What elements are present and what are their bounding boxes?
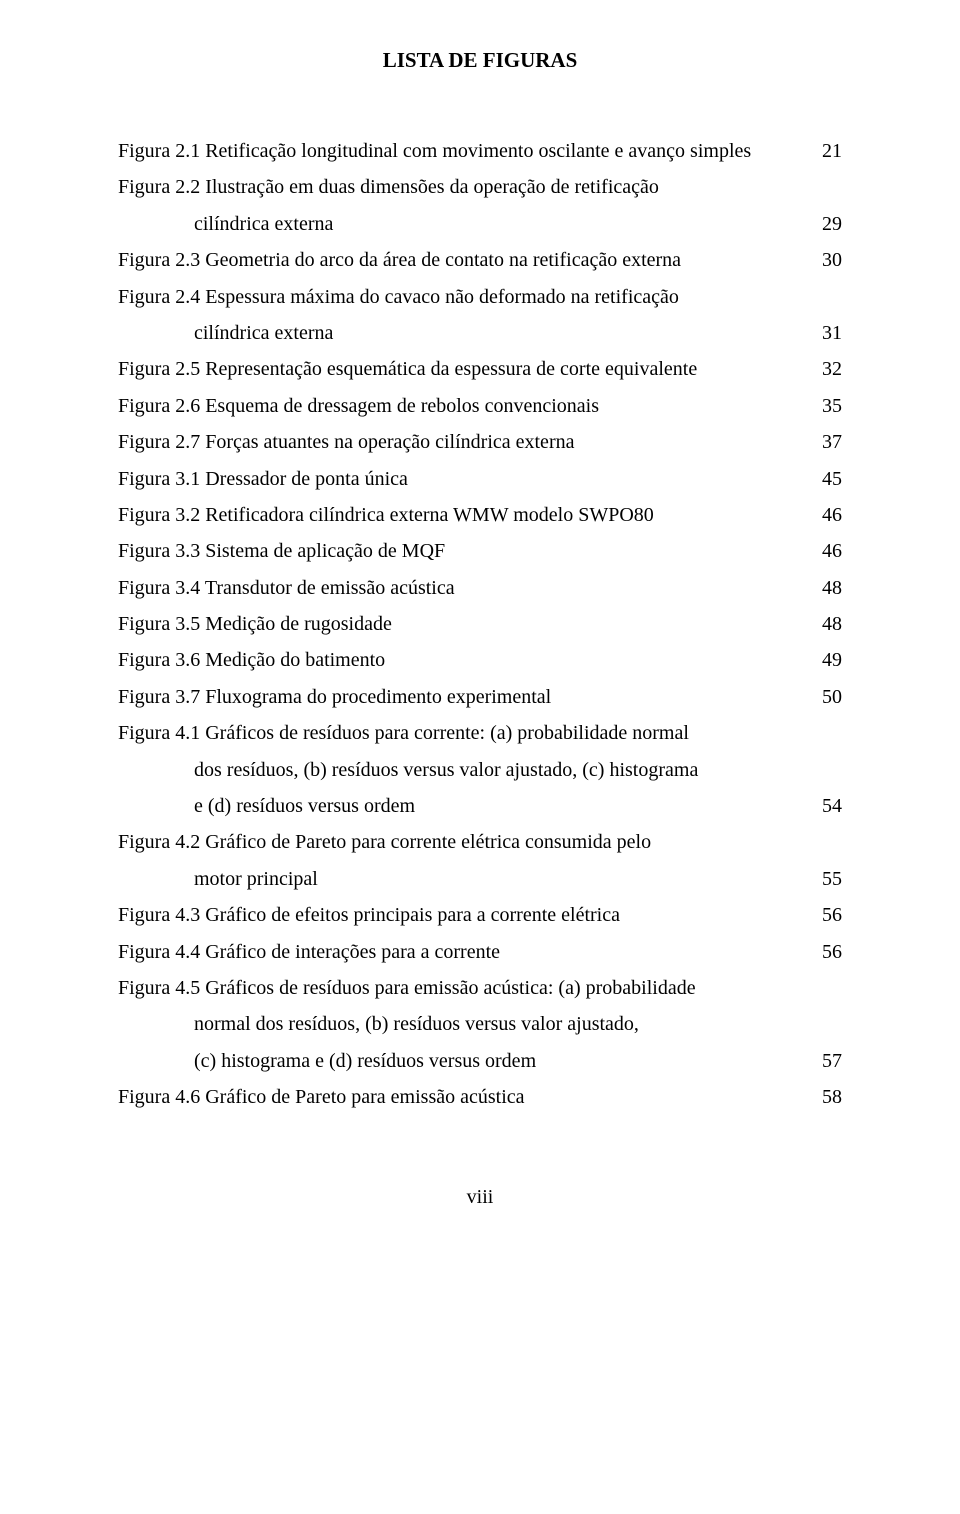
list-item-page: 57	[814, 1043, 842, 1079]
list-item-text: (c) histograma e (d) resíduos versus ord…	[118, 1043, 814, 1079]
page-number-footer: viii	[118, 1186, 842, 1239]
list-item-line: Figura 3.2 Retificadora cilíndrica exter…	[118, 497, 842, 533]
list-item-page: 48	[814, 570, 842, 606]
list-item-page: 56	[814, 897, 842, 933]
list-item-line: Figura 4.5 Gráficos de resíduos para emi…	[118, 970, 842, 1006]
list-item-text: Figura 4.1 Gráficos de resíduos para cor…	[118, 715, 842, 751]
list-item-text: Figura 3.7 Fluxograma do procedimento ex…	[118, 679, 814, 715]
list-item-text: Figura 4.5 Gráficos de resíduos para emi…	[118, 970, 842, 1006]
list-item-page: 30	[814, 242, 842, 278]
list-item-line: Figura 2.2 Ilustração em duas dimensões …	[118, 169, 842, 205]
figures-list: Figura 2.1 Retificação longitudinal com …	[118, 133, 842, 1116]
list-item-page: 49	[814, 642, 842, 678]
list-item: Figura 3.4 Transdutor de emissão acústic…	[118, 570, 842, 606]
list-item-line: Figura 3.4 Transdutor de emissão acústic…	[118, 570, 842, 606]
list-item-text: Figura 2.7 Forças atuantes na operação c…	[118, 424, 814, 460]
page-title: LISTA DE FIGURAS	[118, 48, 842, 73]
list-item-text: Figura 3.4 Transdutor de emissão acústic…	[118, 570, 814, 606]
list-item-line: cilíndrica externa29	[118, 206, 842, 242]
list-item-page: 45	[814, 461, 842, 497]
list-item-text: Figura 2.2 Ilustração em duas dimensões …	[118, 169, 842, 205]
list-item: Figura 4.6 Gráfico de Pareto para emissã…	[118, 1079, 842, 1115]
list-item-page: 58	[814, 1079, 842, 1115]
list-item: Figura 2.3 Geometria do arco da área de …	[118, 242, 842, 278]
list-item-text: cilíndrica externa	[118, 206, 814, 242]
list-item-line: Figura 2.5 Representação esquemática da …	[118, 351, 842, 387]
list-item: Figura 4.5 Gráficos de resíduos para emi…	[118, 970, 842, 1079]
list-item-line: normal dos resíduos, (b) resíduos versus…	[118, 1006, 842, 1042]
list-item-line: Figura 3.7 Fluxograma do procedimento ex…	[118, 679, 842, 715]
list-item-text: Figura 3.5 Medição de rugosidade	[118, 606, 814, 642]
list-item-line: Figura 4.6 Gráfico de Pareto para emissã…	[118, 1079, 842, 1115]
list-item-line: dos resíduos, (b) resíduos versus valor …	[118, 752, 842, 788]
list-item-page: 31	[814, 315, 842, 351]
list-item-line: Figura 4.4 Gráfico de interações para a …	[118, 934, 842, 970]
list-item-line: Figura 3.3 Sistema de aplicação de MQF46	[118, 533, 842, 569]
list-item: Figura 3.7 Fluxograma do procedimento ex…	[118, 679, 842, 715]
list-item-line: cilíndrica externa31	[118, 315, 842, 351]
list-item-text: normal dos resíduos, (b) resíduos versus…	[118, 1006, 842, 1042]
list-item-line: Figura 2.3 Geometria do arco da área de …	[118, 242, 842, 278]
list-item-text: Figura 3.2 Retificadora cilíndrica exter…	[118, 497, 814, 533]
list-item-line: Figura 2.6 Esquema de dressagem de rebol…	[118, 388, 842, 424]
list-item: Figura 3.3 Sistema de aplicação de MQF46	[118, 533, 842, 569]
list-item-line: Figura 4.1 Gráficos de resíduos para cor…	[118, 715, 842, 751]
list-item-page: 56	[814, 934, 842, 970]
list-item-line: Figura 4.3 Gráfico de efeitos principais…	[118, 897, 842, 933]
list-item: Figura 4.4 Gráfico de interações para a …	[118, 934, 842, 970]
list-item-line: Figura 3.5 Medição de rugosidade48	[118, 606, 842, 642]
list-item: Figura 4.1 Gráficos de resíduos para cor…	[118, 715, 842, 824]
list-item-line: motor principal55	[118, 861, 842, 897]
list-item-text: Figura 3.6 Medição do batimento	[118, 642, 814, 678]
list-item: Figura 3.2 Retificadora cilíndrica exter…	[118, 497, 842, 533]
list-item-text: cilíndrica externa	[118, 315, 814, 351]
list-item-line: Figura 3.6 Medição do batimento49	[118, 642, 842, 678]
list-item: Figura 2.5 Representação esquemática da …	[118, 351, 842, 387]
list-item: Figura 3.5 Medição de rugosidade48	[118, 606, 842, 642]
list-item-text: Figura 4.4 Gráfico de interações para a …	[118, 934, 814, 970]
list-item-line: Figura 3.1 Dressador de ponta única45	[118, 461, 842, 497]
list-item: Figura 2.7 Forças atuantes na operação c…	[118, 424, 842, 460]
list-item-text: Figura 2.4 Espessura máxima do cavaco nã…	[118, 279, 842, 315]
list-item-text: e (d) resíduos versus ordem	[118, 788, 814, 824]
list-item-page: 29	[814, 206, 842, 242]
list-item: Figura 2.4 Espessura máxima do cavaco nã…	[118, 279, 842, 352]
list-item-text: Figura 2.1 Retificação longitudinal com …	[118, 133, 814, 169]
list-item-page: 46	[814, 497, 842, 533]
list-item-text: Figura 2.3 Geometria do arco da área de …	[118, 242, 814, 278]
list-item: Figura 2.2 Ilustração em duas dimensões …	[118, 169, 842, 242]
list-item-text: Figura 3.1 Dressador de ponta única	[118, 461, 814, 497]
list-item-page: 54	[814, 788, 842, 824]
list-item-page: 21	[814, 133, 842, 169]
list-item-text: Figura 2.6 Esquema de dressagem de rebol…	[118, 388, 814, 424]
list-item-page: 35	[814, 388, 842, 424]
list-item: Figura 4.2 Gráfico de Pareto para corren…	[118, 824, 842, 897]
list-item-text: Figura 4.3 Gráfico de efeitos principais…	[118, 897, 814, 933]
list-item-text: Figura 4.2 Gráfico de Pareto para corren…	[118, 824, 842, 860]
list-item-line: (c) histograma e (d) resíduos versus ord…	[118, 1043, 842, 1079]
list-item: Figura 3.6 Medição do batimento49	[118, 642, 842, 678]
list-item-text: Figura 4.6 Gráfico de Pareto para emissã…	[118, 1079, 814, 1115]
list-item-text: motor principal	[118, 861, 814, 897]
list-item-line: Figura 2.7 Forças atuantes na operação c…	[118, 424, 842, 460]
list-item: Figura 2.6 Esquema de dressagem de rebol…	[118, 388, 842, 424]
list-item-page: 55	[814, 861, 842, 897]
list-item-page: 46	[814, 533, 842, 569]
list-item-page: 48	[814, 606, 842, 642]
list-item-line: Figura 2.4 Espessura máxima do cavaco nã…	[118, 279, 842, 315]
list-item-line: e (d) resíduos versus ordem54	[118, 788, 842, 824]
list-item-text: Figura 3.3 Sistema de aplicação de MQF	[118, 533, 814, 569]
list-item: Figura 2.1 Retificação longitudinal com …	[118, 133, 842, 169]
list-item-text: dos resíduos, (b) resíduos versus valor …	[118, 752, 842, 788]
list-item-line: Figura 2.1 Retificação longitudinal com …	[118, 133, 842, 169]
list-item-page: 32	[814, 351, 842, 387]
list-item-page: 50	[814, 679, 842, 715]
list-item-text: Figura 2.5 Representação esquemática da …	[118, 351, 814, 387]
list-item: Figura 4.3 Gráfico de efeitos principais…	[118, 897, 842, 933]
list-item-page: 37	[814, 424, 842, 460]
list-item: Figura 3.1 Dressador de ponta única45	[118, 461, 842, 497]
list-item-line: Figura 4.2 Gráfico de Pareto para corren…	[118, 824, 842, 860]
